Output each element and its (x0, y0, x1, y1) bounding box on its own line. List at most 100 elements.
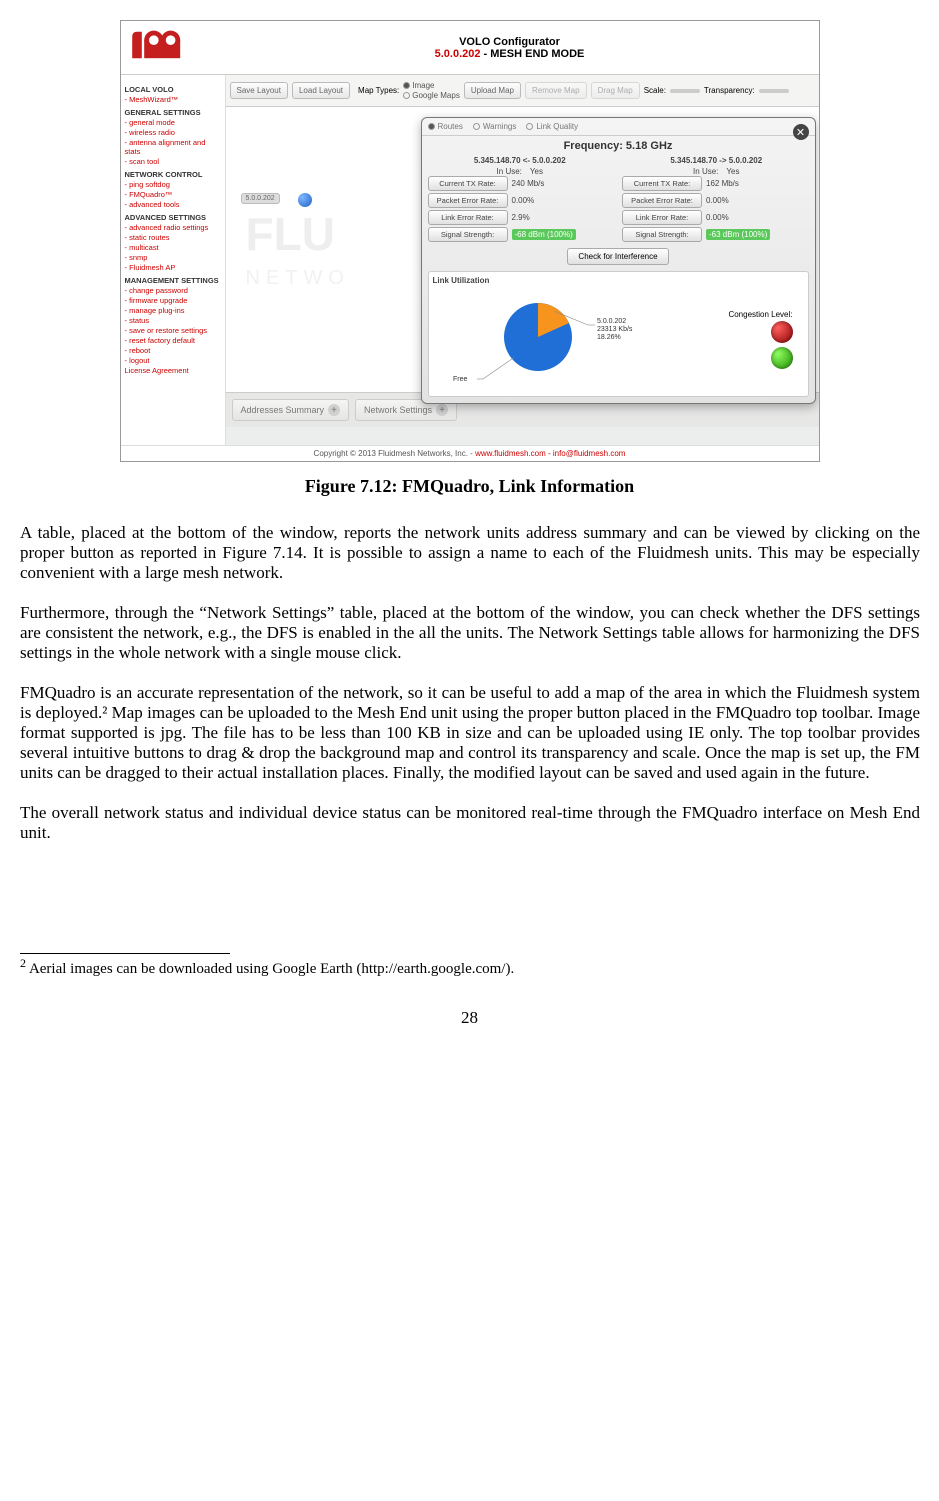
remove-map-button[interactable]: Remove Map (525, 82, 587, 99)
footnote-marker: 2 (20, 956, 26, 970)
footnote: 2 Aerial images can be downloaded using … (20, 956, 920, 978)
app-screenshot: VOLO Configurator 5.0.0.202 - MESH END M… (120, 20, 820, 462)
sidebar-item[interactable]: - firmware upgrade (125, 296, 221, 305)
sidebar-item[interactable]: - antenna alignment and stats (125, 138, 221, 156)
stat-row: Current TX Rate: 162 Mb/s (622, 176, 809, 191)
footer-prefix: Copyright © 2013 Fluidmesh Networks, Inc… (314, 449, 476, 458)
pie-chart: 5.0.0.20223313 Kb/s18.26%Free (433, 287, 673, 392)
stat-button[interactable]: Current TX Rate: (428, 176, 508, 191)
transparency-slider[interactable] (759, 89, 789, 93)
stat-button[interactable]: Current TX Rate: (622, 176, 702, 191)
title-version: 5.0.0.202 (435, 48, 481, 60)
toolbar: Save Layout Load Layout Map Types: Image… (226, 75, 819, 107)
sidebar-section-header: GENERAL SETTINGS (125, 108, 221, 117)
watermark-sub: NETWO (246, 267, 350, 290)
util-title: Link Utilization (433, 276, 804, 285)
stat-button[interactable]: Packet Error Rate: (622, 193, 702, 208)
congestion-panel: Congestion Level: (673, 310, 793, 369)
sidebar-item[interactable]: - logout (125, 356, 221, 365)
stat-button[interactable]: Signal Strength: (622, 227, 702, 242)
stat-row: Signal Strength: -63 dBm (100%) (622, 227, 809, 242)
stat-value: 0.00% (706, 213, 809, 222)
close-icon[interactable]: ✕ (793, 124, 809, 140)
sidebar-item[interactable]: - multicast (125, 243, 221, 252)
sidebar-item[interactable]: - ping softdog (125, 180, 221, 189)
stat-button[interactable]: Link Error Rate: (428, 210, 508, 225)
paragraph-1: A table, placed at the bottom of the win… (20, 523, 920, 583)
paragraph-4: The overall network status and individua… (20, 803, 920, 843)
sidebar-item[interactable]: - change password (125, 286, 221, 295)
upload-map-button[interactable]: Upload Map (464, 82, 521, 99)
congestion-light-green-icon (771, 347, 793, 369)
link-utilization-panel: Link Utilization 5.0.0.20223313 Kb/s18.2… (428, 271, 809, 397)
canvas[interactable]: FLU NETWO 5.0.0.202 ✕ Routes Warnings Li… (226, 107, 819, 392)
scale-slider[interactable] (670, 89, 700, 93)
right-link-header: 5.345.148.70 -> 5.0.0.202 (618, 156, 815, 165)
sidebar-item[interactable]: - wireless radio (125, 128, 221, 137)
in-use-value: Yes (530, 167, 543, 176)
stat-value: 2.9% (512, 213, 615, 222)
sidebar-item[interactable]: - scan tool (125, 157, 221, 166)
paragraph-2: Furthermore, through the “Network Settin… (20, 603, 920, 663)
sidebar-item[interactable]: - Fluidmesh AP (125, 263, 221, 272)
sidebar-item[interactable]: - static routes (125, 233, 221, 242)
congestion-light-red-icon (771, 321, 793, 343)
footnote-separator (20, 953, 230, 954)
stat-button[interactable]: Link Error Rate: (622, 210, 702, 225)
sidebar-item[interactable]: - advanced tools (125, 200, 221, 209)
radio-icon (473, 123, 480, 130)
map-types-label: Map Types: (358, 86, 399, 95)
sidebar-item[interactable]: - status (125, 316, 221, 325)
tab-routes[interactable]: Routes (428, 122, 463, 131)
radio-icon (403, 82, 410, 89)
check-interference-button[interactable]: Check for Interference (567, 248, 668, 265)
stat-row: Link Error Rate: 0.00% (622, 210, 809, 225)
sidebar-item[interactable]: - advanced radio settings (125, 223, 221, 232)
sidebar-item[interactable]: - MeshWizard™ (125, 95, 221, 104)
sidebar-item[interactable]: - FMQuadro™ (125, 190, 221, 199)
main-area: Save Layout Load Layout Map Types: Image… (226, 75, 819, 445)
node-dot-icon[interactable] (298, 193, 312, 207)
load-layout-button[interactable]: Load Layout (292, 82, 350, 99)
in-use-row: In Use: Yes In Use: Yes (422, 167, 815, 176)
stat-value: -63 dBm (100%) (706, 230, 809, 239)
popup-title: Frequency: 5.18 GHz (422, 136, 815, 156)
stat-value: 0.00% (512, 196, 615, 205)
sidebar-item[interactable]: - reboot (125, 346, 221, 355)
scale-label: Scale: (644, 86, 666, 95)
in-use-label: In Use: (497, 167, 522, 176)
in-use-value: Yes (726, 167, 739, 176)
stat-row: Link Error Rate: 2.9% (428, 210, 615, 225)
sidebar: LOCAL VOLO - MeshWizard™ GENERAL SETTING… (121, 75, 226, 445)
tab-warnings[interactable]: Warnings (473, 122, 517, 131)
sidebar-item[interactable]: - reset factory default (125, 336, 221, 345)
stat-button[interactable]: Packet Error Rate: (428, 193, 508, 208)
sidebar-item[interactable]: License Agreement (125, 366, 221, 375)
sidebar-section-header: MANAGEMENT SETTINGS (125, 276, 221, 285)
drag-map-button[interactable]: Drag Map (591, 82, 640, 99)
addresses-summary-label: Addresses Summary (241, 405, 325, 415)
maptype-image[interactable]: Image (403, 81, 460, 90)
sidebar-item[interactable]: - general mode (125, 118, 221, 127)
sidebar-item[interactable]: - manage plug-ins (125, 306, 221, 315)
stat-value: 162 Mb/s (706, 179, 809, 188)
maptype-google[interactable]: Google Maps (403, 91, 460, 100)
app-title: VOLO Configurator 5.0.0.202 - MESH END M… (201, 36, 819, 60)
save-layout-button[interactable]: Save Layout (230, 82, 288, 99)
maptype-image-label: Image (412, 81, 434, 90)
tab-linkquality[interactable]: Link Quality (526, 122, 578, 131)
stat-value: -68 dBm (100%) (512, 230, 615, 239)
network-settings-label: Network Settings (364, 405, 432, 415)
footnote-text: Aerial images can be downloaded using Go… (29, 961, 514, 977)
sidebar-section-header: NETWORK CONTROL (125, 170, 221, 179)
node-chip[interactable]: 5.0.0.202 (241, 193, 280, 204)
stat-button[interactable]: Signal Strength: (428, 227, 508, 242)
sidebar-item[interactable]: - snmp (125, 253, 221, 262)
popup-tabs: Routes Warnings Link Quality (422, 118, 815, 136)
stat-row: Packet Error Rate:0.00% (622, 193, 809, 208)
sidebar-item[interactable]: - save or restore settings (125, 326, 221, 335)
in-use-label: In Use: (693, 167, 718, 176)
maptype-google-label: Google Maps (412, 91, 460, 100)
addresses-summary-tab[interactable]: Addresses Summary + (232, 399, 350, 421)
page-number: 28 (20, 1008, 919, 1028)
